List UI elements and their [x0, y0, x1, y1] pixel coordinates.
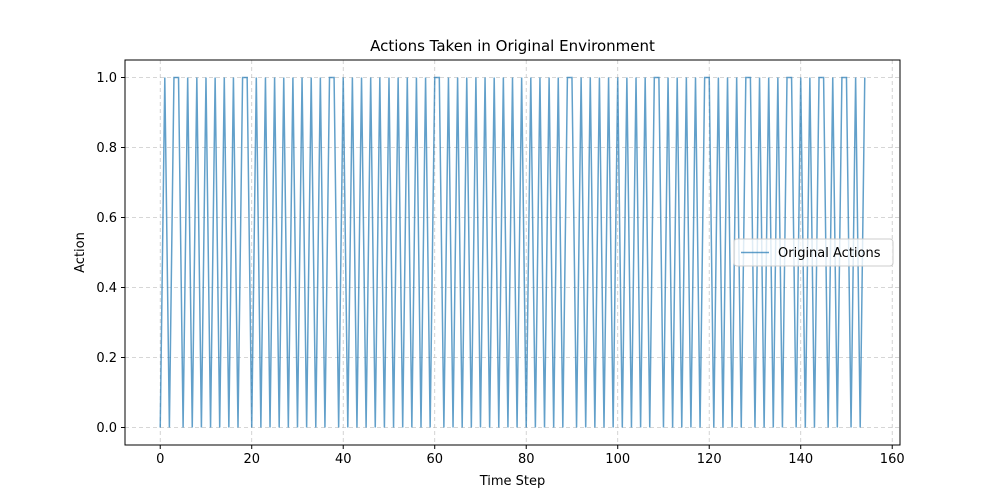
x-axis-ticks: 0 20 40 60 80 100 120 140 160	[156, 445, 905, 467]
series-original-actions-line	[159, 76, 866, 428]
y-tick-label: 0.4	[96, 281, 117, 296]
x-tick-label: 140	[788, 452, 813, 467]
x-tick-label: 160	[880, 452, 905, 467]
x-tick-label: 80	[518, 452, 535, 467]
legend-label-original-actions: Original Actions	[778, 246, 881, 261]
y-tick-label: 0.0	[96, 421, 117, 436]
x-tick-label: 120	[697, 452, 722, 467]
y-tick-label: 1.0	[96, 71, 117, 86]
y-axis-ticks: 0.0 0.2 0.4 0.6 0.8 1.0	[96, 71, 125, 436]
legend-box	[733, 238, 894, 267]
y-tick-label: 0.2	[96, 351, 117, 366]
plot-area	[124, 59, 901, 446]
x-axis-label: Time Step	[479, 474, 546, 489]
x-tick-label: 20	[243, 452, 260, 467]
y-tick-label: 0.6	[96, 211, 117, 226]
x-tick-label: 40	[335, 452, 352, 467]
x-tick-label: 100	[605, 452, 630, 467]
legend: Original Actions	[733, 238, 894, 267]
chart-title: Actions Taken in Original Environment	[370, 37, 655, 55]
x-tick-label: 0	[156, 452, 164, 467]
y-tick-label: 0.8	[96, 141, 117, 156]
y-axis-label: Action	[73, 232, 88, 273]
x-tick-label: 60	[426, 452, 443, 467]
